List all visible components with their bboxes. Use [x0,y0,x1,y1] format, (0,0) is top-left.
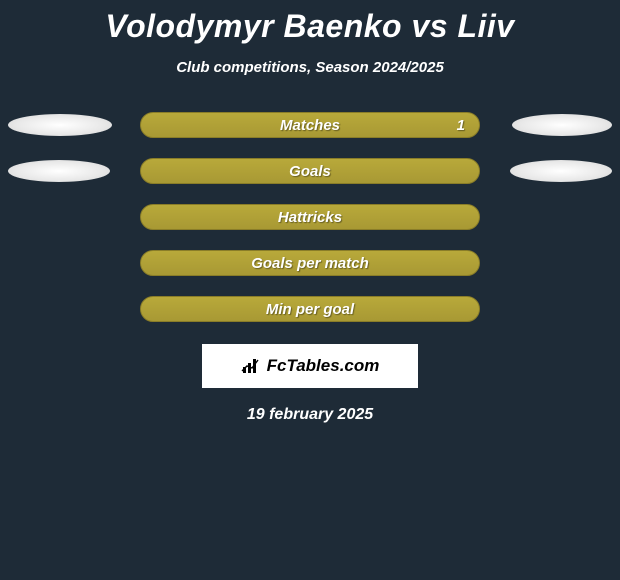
stat-bar: Min per goal [140,296,480,322]
stat-bar: Matches 1 [140,112,480,138]
stat-row: Hattricks [0,204,620,230]
footer-date: 19 february 2025 [0,406,620,424]
stat-row: Matches 1 [0,112,620,138]
right-ellipse [512,114,612,136]
stat-label: Hattricks [278,209,342,226]
stat-right-value: 1 [457,117,465,134]
stat-bar: Hattricks [140,204,480,230]
stat-bar: Goals [140,158,480,184]
left-ellipse [8,114,112,136]
stats-bars-container: Matches 1 Goals Hattricks Goals per match Min… [0,112,620,322]
stat-row: Goals per match [0,250,620,276]
stat-label: Matches [280,117,340,134]
left-ellipse [8,160,110,182]
bar-chart-icon [241,357,263,375]
watermark-box: FcTables.com [202,344,418,388]
stat-row: Goals [0,158,620,184]
comparison-title: Volodymyr Baenko vs Liiv [0,0,620,45]
watermark-label: FcTables.com [267,356,380,376]
right-ellipse [510,160,612,182]
stat-label: Goals per match [251,255,369,272]
stat-label: Min per goal [266,301,354,318]
watermark-text: FcTables.com [241,356,380,376]
comparison-subtitle: Club competitions, Season 2024/2025 [0,59,620,76]
stat-label: Goals [289,163,331,180]
stat-row: Min per goal [0,296,620,322]
stat-bar: Goals per match [140,250,480,276]
